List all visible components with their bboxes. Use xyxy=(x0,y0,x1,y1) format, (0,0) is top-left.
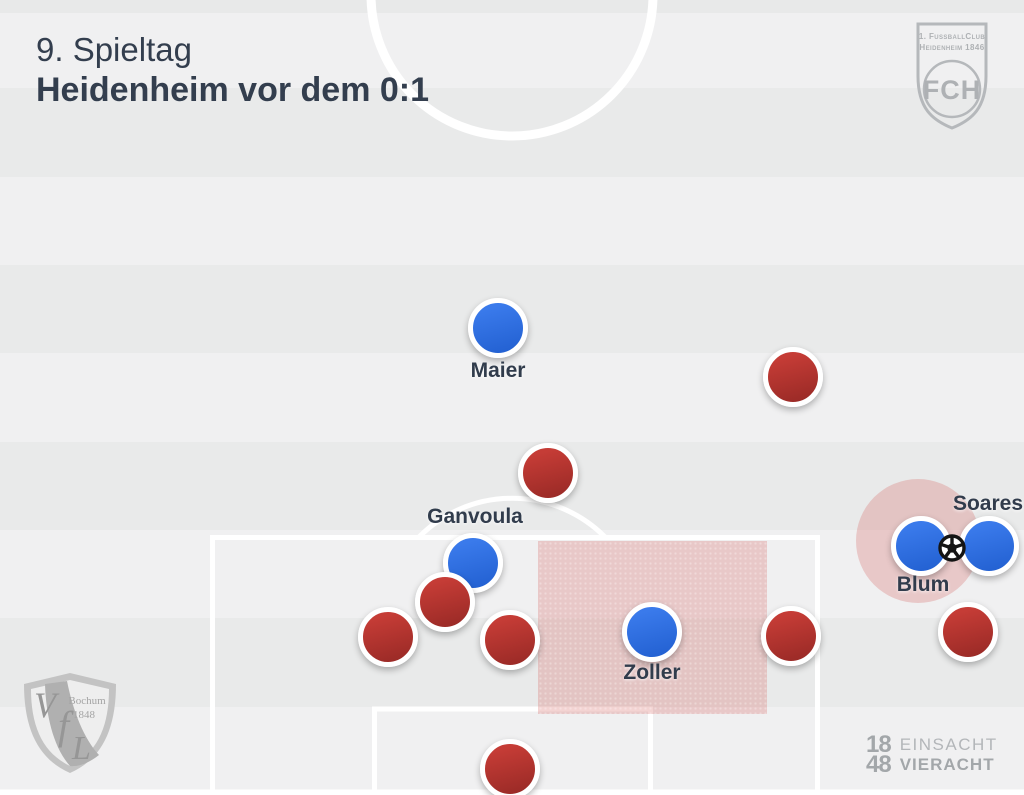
player-dot-heidenheim xyxy=(622,602,682,662)
fch-club-line1: 1. FussballClub xyxy=(919,32,985,41)
soccer-ball-icon xyxy=(938,534,966,562)
highlight-zone-rect xyxy=(538,541,767,714)
player-dot-bochum xyxy=(480,610,540,670)
logo-digits: 18 48 xyxy=(866,731,892,778)
goal-area-line xyxy=(372,706,653,795)
vfl-city-label: Bochum xyxy=(68,695,106,707)
player-label: Blum xyxy=(896,573,950,596)
logo-word-1: EINSACHT xyxy=(899,735,998,754)
player-dot-bochum xyxy=(518,443,578,503)
player-label: Ganvoula xyxy=(427,505,523,528)
player-label: Zoller xyxy=(623,661,681,684)
penalty-arc-line xyxy=(417,495,607,539)
logo-digits-top: 18 xyxy=(866,731,892,758)
player-dot-bochum xyxy=(358,607,418,667)
vfl-bochum-crest-icon: V f L Bochum 1848 xyxy=(24,673,116,773)
chart-title: 9. Spieltag Heidenheim vor dem 0:1 xyxy=(36,30,429,110)
player-dot-bochum xyxy=(415,572,475,632)
player-dot-bochum xyxy=(938,602,998,662)
headline-label: Heidenheim vor dem 0:1 xyxy=(36,71,430,109)
center-circle-line xyxy=(366,0,658,141)
logo-word-2: VIERACHT xyxy=(899,755,995,774)
einsacht-vieracht-logo: 18 48 EINSACHT VIERACHT xyxy=(866,731,998,778)
player-dot-bochum xyxy=(761,606,821,666)
fch-crest-icon: 1. FussballClub Heidenheim 1846 FCH xyxy=(916,22,988,130)
fch-club-line2: Heidenheim 1846 xyxy=(919,43,984,52)
logo-digits-bottom: 48 xyxy=(866,751,892,778)
vfl-year-label: 1848 xyxy=(73,709,96,721)
matchday-label: 9. Spieltag xyxy=(36,31,192,68)
player-dot-bochum xyxy=(480,739,540,795)
penalty-box-line xyxy=(210,535,820,795)
vfl-letter-l: L xyxy=(71,730,91,767)
player-label: Maier xyxy=(470,359,526,382)
fch-abbr: FCH xyxy=(923,75,982,105)
player-dot-heidenheim xyxy=(468,298,528,358)
player-dot-heidenheim xyxy=(959,516,1019,576)
vfl-letter-v: V xyxy=(34,685,60,725)
player-dot-bochum xyxy=(763,347,823,407)
player-label: Soares xyxy=(952,492,1024,515)
